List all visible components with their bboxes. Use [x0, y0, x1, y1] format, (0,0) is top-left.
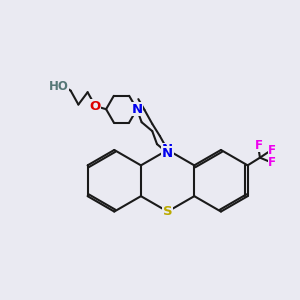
Text: F: F	[268, 156, 276, 169]
Text: N: N	[131, 103, 142, 116]
Text: N: N	[162, 146, 173, 160]
Text: N: N	[131, 103, 142, 116]
Text: F: F	[268, 144, 276, 157]
Text: HO: HO	[48, 80, 68, 93]
Text: F: F	[254, 139, 262, 152]
Text: S: S	[163, 205, 172, 218]
Text: O: O	[89, 100, 100, 112]
Text: N: N	[162, 143, 173, 157]
Text: O: O	[89, 100, 100, 112]
Text: N: N	[162, 146, 173, 160]
Text: S: S	[163, 205, 172, 218]
